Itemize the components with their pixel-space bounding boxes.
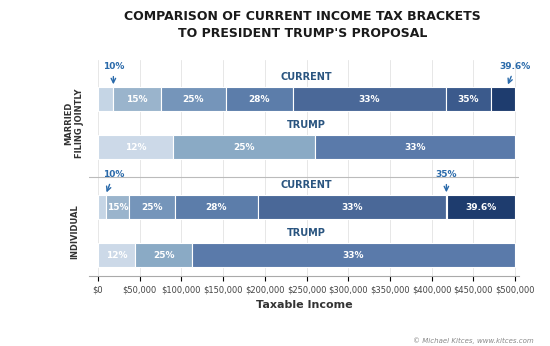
Text: 15%: 15% <box>107 202 128 211</box>
Bar <box>446 195 447 219</box>
Text: 12%: 12% <box>125 143 146 152</box>
Text: MARRIED
FILING JOINTLY: MARRIED FILING JOINTLY <box>64 89 85 158</box>
Bar <box>106 195 129 219</box>
Bar <box>161 87 225 111</box>
Bar <box>174 195 258 219</box>
Text: INDIVIDUAL: INDIVIDUAL <box>70 204 79 258</box>
Bar <box>113 87 161 111</box>
Text: 33%: 33% <box>404 143 426 152</box>
Bar <box>98 87 113 111</box>
Bar <box>226 87 293 111</box>
Bar <box>129 195 174 219</box>
Bar <box>447 195 515 219</box>
Text: 33%: 33% <box>341 202 362 211</box>
X-axis label: Taxable Income: Taxable Income <box>256 300 353 310</box>
Text: 35%: 35% <box>458 94 479 103</box>
Text: 35%: 35% <box>436 170 457 191</box>
Text: 25%: 25% <box>141 202 163 211</box>
Text: 25%: 25% <box>183 94 204 103</box>
Text: 25%: 25% <box>233 143 255 152</box>
Text: 10%: 10% <box>103 170 124 191</box>
Bar <box>258 195 446 219</box>
Text: 39.6%: 39.6% <box>465 202 497 211</box>
Text: 28%: 28% <box>205 202 227 211</box>
Text: 10%: 10% <box>103 62 124 83</box>
Text: 39.6%: 39.6% <box>499 62 531 83</box>
Text: TRUMP: TRUMP <box>287 228 326 238</box>
Text: 12%: 12% <box>106 251 128 260</box>
Text: COMPARISON OF CURRENT INCOME TAX BRACKETS
TO PRESIDENT TRUMP'S PROPOSAL: COMPARISON OF CURRENT INCOME TAX BRACKET… <box>124 10 481 40</box>
Bar <box>491 87 515 111</box>
Bar <box>192 243 515 267</box>
Bar <box>446 87 491 111</box>
Text: 25%: 25% <box>153 251 174 260</box>
Bar <box>293 87 446 111</box>
Bar <box>98 195 106 219</box>
Bar <box>98 135 173 159</box>
Text: CURRENT: CURRENT <box>280 180 332 190</box>
Text: © Michael Kitces, www.kitces.com: © Michael Kitces, www.kitces.com <box>412 338 534 344</box>
Text: CURRENT: CURRENT <box>280 72 332 82</box>
Text: 33%: 33% <box>359 94 380 103</box>
Bar <box>98 243 135 267</box>
Text: 15%: 15% <box>126 94 148 103</box>
Bar <box>315 135 515 159</box>
Bar <box>135 243 192 267</box>
Text: TRUMP: TRUMP <box>287 120 326 130</box>
Bar <box>173 135 315 159</box>
Text: 33%: 33% <box>343 251 364 260</box>
Text: 28%: 28% <box>249 94 270 103</box>
